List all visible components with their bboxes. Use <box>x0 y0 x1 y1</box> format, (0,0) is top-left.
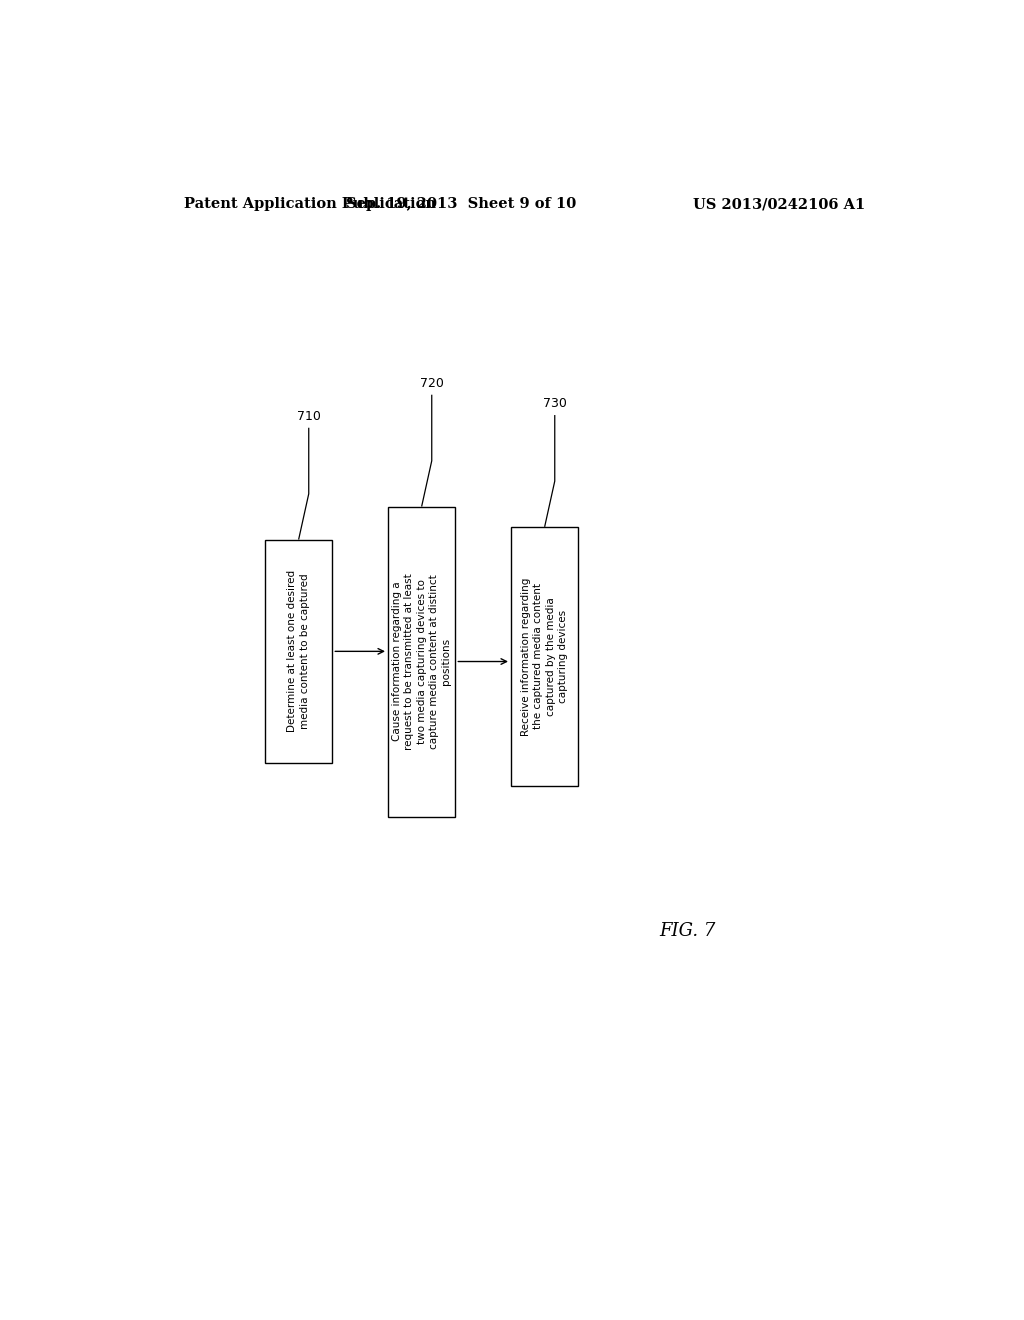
Text: Patent Application Publication: Patent Application Publication <box>183 197 435 211</box>
Text: 710: 710 <box>297 409 321 422</box>
Text: 730: 730 <box>543 397 566 411</box>
Bar <box>388 507 456 817</box>
Text: Cause information regarding a
request to be transmitted at least
two media captu: Cause information regarding a request to… <box>392 573 452 750</box>
Text: 720: 720 <box>420 376 443 389</box>
Bar <box>511 527 579 785</box>
Text: Sep. 19, 2013  Sheet 9 of 10: Sep. 19, 2013 Sheet 9 of 10 <box>346 197 577 211</box>
Text: Receive information regarding
the captured media content
captured by the media
c: Receive information regarding the captur… <box>521 577 568 735</box>
Text: FIG. 7: FIG. 7 <box>659 921 716 940</box>
Text: US 2013/0242106 A1: US 2013/0242106 A1 <box>692 197 865 211</box>
Text: Determine at least one desired
media content to be captured: Determine at least one desired media con… <box>288 570 310 733</box>
Bar <box>265 540 333 763</box>
